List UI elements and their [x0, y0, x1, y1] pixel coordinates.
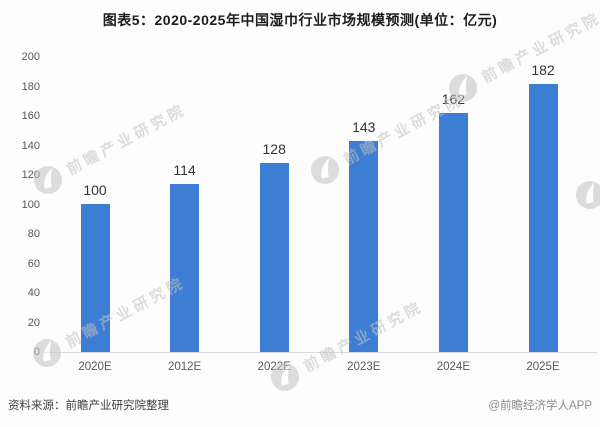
footer: 资料来源：前瞻产业研究院整理 @前瞻经济学人APP: [0, 397, 600, 413]
y-tick-label: 40: [27, 287, 40, 299]
x-tick-label: 2025E: [526, 361, 560, 373]
bar: [528, 84, 558, 352]
bar-value-label: 114: [173, 162, 196, 178]
y-tick-label: 60: [27, 257, 40, 270]
chart-title: 图表5：2020-2025年中国湿巾行业市场规模预测(单位：亿元): [102, 12, 498, 28]
y-tick-label: 200: [21, 51, 40, 63]
qianzhan-logo-icon: [311, 156, 339, 184]
y-tick-label: 120: [21, 169, 40, 181]
x-tick-label: 2023E: [347, 361, 381, 373]
credit-note: @前瞻经济学人APP: [488, 400, 592, 412]
bar: [170, 184, 200, 352]
y-tick-label: 80: [27, 228, 40, 240]
qianzhan-logo-icon: [576, 181, 600, 209]
watermark: 前瞻产业研究院: [266, 292, 428, 396]
bar-value-label: 128: [262, 141, 286, 157]
y-tick-label: 180: [21, 80, 40, 93]
y-tick-label: 100: [21, 198, 40, 211]
y-tick-label: 140: [21, 139, 40, 152]
bar: [438, 113, 468, 352]
y-tick-label: 160: [21, 110, 40, 122]
y-tick-label: 20: [27, 316, 40, 329]
x-tick-label: 2022E: [257, 361, 291, 373]
source-note: 资料来源：前瞻产业研究院整理: [8, 400, 169, 412]
bar-value-label: 143: [352, 119, 376, 135]
bar: [349, 141, 379, 352]
watermark: 前瞻产业研究院: [571, 110, 600, 214]
y-tick-label: 0: [33, 346, 40, 358]
bar-value-label: 182: [531, 62, 555, 78]
x-tick-label: 2024E: [436, 361, 471, 373]
bar: [259, 163, 289, 352]
x-tick-label: 2012E: [167, 361, 202, 373]
bar: [80, 204, 110, 352]
x-tick-label: 2020E: [78, 361, 112, 373]
x-axis-line: [44, 352, 597, 353]
bar-value-label: 100: [83, 182, 107, 198]
bar-value-label: 162: [441, 91, 466, 107]
